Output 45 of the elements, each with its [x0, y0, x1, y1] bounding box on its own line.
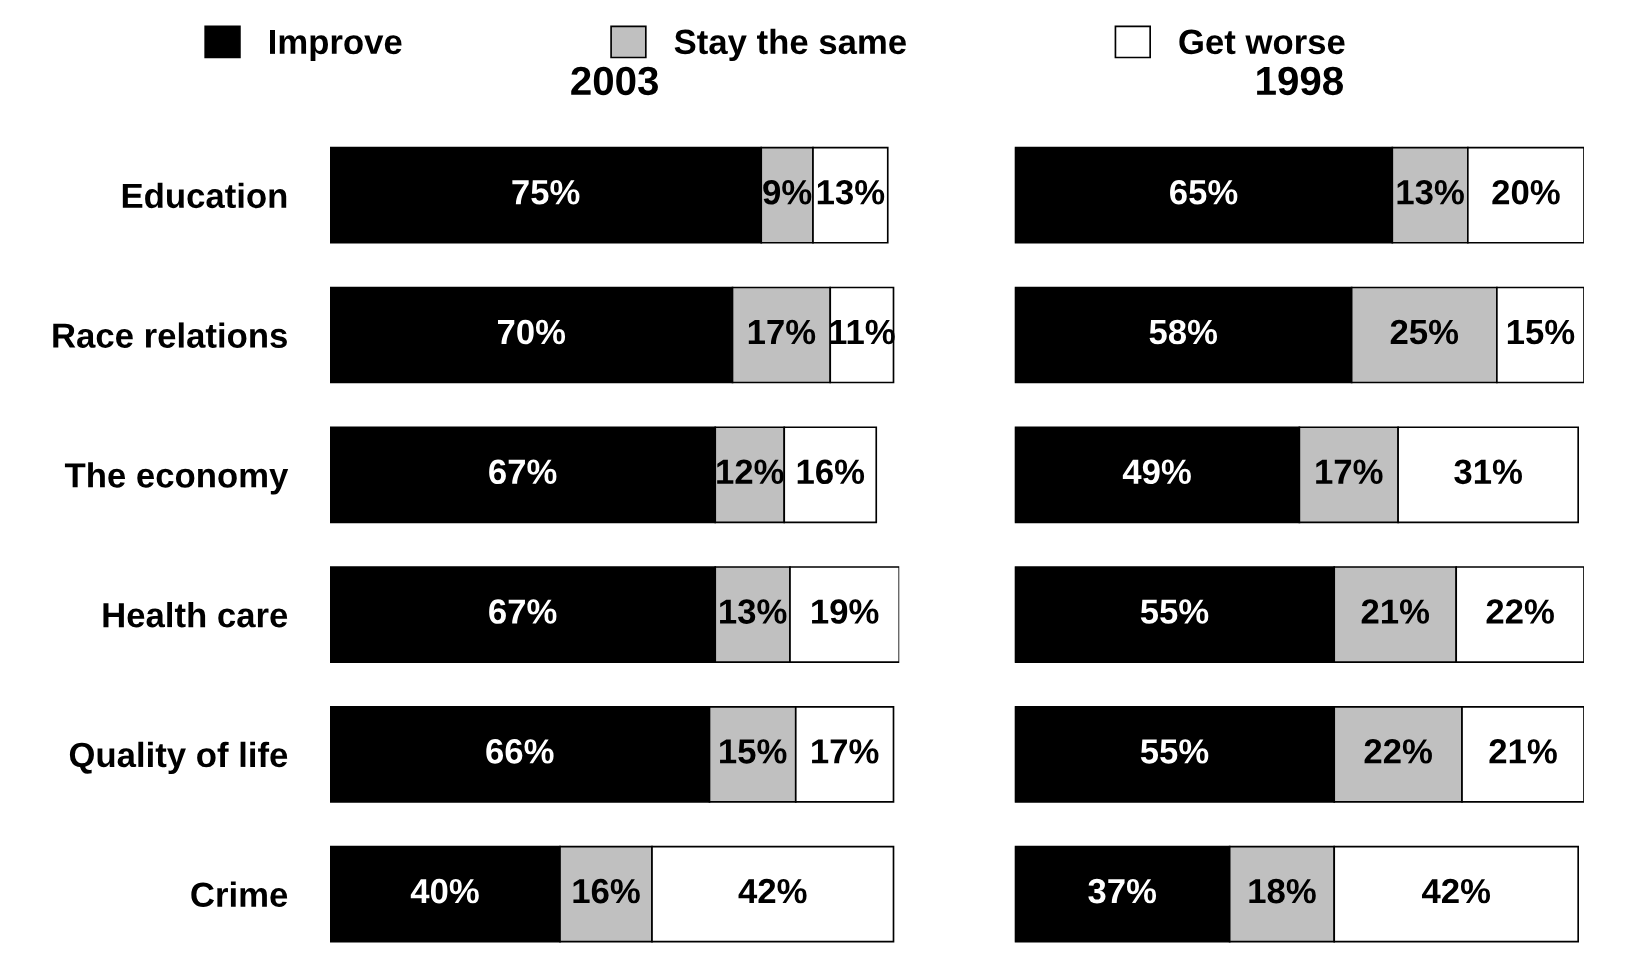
data-label: 67% — [489, 599, 557, 624]
data-label: 37% — [1088, 878, 1157, 904]
data-label: 42% — [738, 878, 807, 904]
data-label: 58% — [1149, 319, 1218, 345]
data-label: 55% — [1140, 599, 1209, 624]
y-tick-label: The economy — [64, 462, 289, 495]
data-label: 22% — [1364, 739, 1432, 764]
y-tick-label: Quality of life — [69, 741, 288, 775]
data-label: 17% — [748, 319, 816, 345]
data-label: 22% — [1486, 599, 1554, 624]
legend-label: Stay the same — [674, 28, 906, 62]
y-tick-label: Education — [122, 182, 287, 209]
legend-label: Improve — [270, 29, 402, 62]
data-label: 19% — [812, 599, 879, 624]
data-label: 67% — [489, 459, 557, 485]
data-label: 21% — [1489, 739, 1557, 764]
y-tick-label: Crime — [191, 881, 288, 908]
data-label: 66% — [486, 739, 554, 764]
data-label: 17% — [812, 739, 879, 764]
data-label: 75% — [512, 180, 580, 205]
data-label: 21% — [1361, 599, 1430, 624]
data-label: 18% — [1249, 878, 1316, 904]
data-label: 15% — [720, 739, 787, 764]
y-tick-label: Race relations — [53, 322, 287, 348]
data-label: 20% — [1492, 179, 1560, 205]
data-label: 16% — [797, 459, 865, 485]
data-label: 17% — [1316, 459, 1383, 485]
chart-title: 2003 — [571, 66, 658, 96]
data-label: 15% — [1507, 319, 1575, 345]
data-label: 70% — [498, 319, 566, 345]
data-label: 55% — [1140, 739, 1209, 764]
data-label: 40% — [410, 878, 479, 904]
data-label: 49% — [1122, 459, 1191, 485]
chart-title: 1998 — [1257, 66, 1343, 96]
data-label: 65% — [1170, 179, 1238, 205]
data-label: 13% — [817, 179, 885, 205]
data-label: 42% — [1421, 878, 1491, 904]
data-label: 16% — [573, 878, 640, 904]
legend-label: Get worse — [1179, 29, 1345, 55]
data-label: 9% — [763, 179, 812, 205]
data-label: 31% — [1454, 459, 1522, 485]
data-label: 13% — [720, 599, 787, 624]
y-tick-label: Health care — [103, 601, 288, 628]
data-label: 25% — [1390, 319, 1459, 345]
data-label: 13% — [1397, 179, 1464, 205]
